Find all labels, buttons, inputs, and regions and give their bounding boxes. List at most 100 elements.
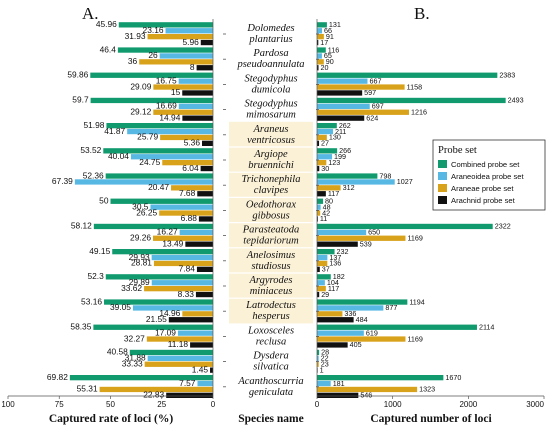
species-genus: Araneus bbox=[253, 124, 289, 135]
left-bar-value: 31.88 bbox=[125, 353, 146, 363]
right-bar-araneae-probe-set bbox=[317, 160, 327, 166]
left-bar-value: 29.09 bbox=[130, 81, 151, 91]
legend-box bbox=[432, 139, 546, 211]
left-bar-arachnid-probe-set bbox=[198, 216, 213, 222]
right-bar-araneoidea-probe-set bbox=[317, 179, 395, 185]
right-bar-arachnid-probe-set bbox=[317, 266, 320, 272]
species-genus: Dysdera bbox=[252, 351, 289, 362]
left-bar-araneae-probe-set bbox=[153, 84, 213, 90]
right-bar-araneoidea-probe-set bbox=[317, 280, 325, 286]
left-bar-araneae-probe-set bbox=[99, 386, 213, 393]
right-bar-value: 798 bbox=[379, 171, 391, 180]
left-bar-arachnid-probe-set bbox=[202, 140, 213, 146]
left-bar-value: 29.12 bbox=[130, 107, 151, 117]
right-bar-value: 619 bbox=[366, 328, 378, 337]
right-bar-arachnid-probe-set bbox=[317, 65, 319, 71]
right-bar-value: 1 bbox=[320, 365, 324, 374]
right-bar-value: 91 bbox=[326, 32, 334, 41]
left-bar-araneoidea-probe-set bbox=[74, 179, 214, 185]
right-axis-title: Captured number of loci bbox=[370, 413, 492, 425]
left-bar-value: 16.27 bbox=[157, 227, 178, 237]
left-bar-araneae-probe-set bbox=[144, 361, 213, 367]
right-bar-value: 1323 bbox=[419, 385, 435, 394]
species-epithet: tepidariorum bbox=[243, 236, 299, 247]
right-bar-value: 116 bbox=[328, 45, 339, 54]
left-bar-araneae-probe-set bbox=[153, 235, 213, 241]
right-bar-araneoidea-probe-set bbox=[317, 154, 333, 160]
right-bar-arachnid-probe-set bbox=[317, 241, 358, 247]
right-bar-arachnid-probe-set bbox=[317, 191, 326, 197]
left-bar-combined-probe-set bbox=[117, 47, 213, 53]
right-bar-value: 336 bbox=[344, 309, 356, 318]
left-bar-value: 5.96 bbox=[182, 37, 199, 47]
right-bar-araneoidea-probe-set bbox=[317, 103, 370, 109]
right-bar-arachnid-probe-set bbox=[317, 90, 363, 96]
right-bar-combined-probe-set bbox=[317, 299, 408, 305]
left-bar-araneae-probe-set bbox=[171, 185, 213, 191]
left-bar-araneae-probe-set bbox=[139, 59, 213, 65]
left-bar-value: 20.47 bbox=[148, 182, 169, 192]
right-axis-tick-label: 1000 bbox=[384, 400, 402, 409]
right-bar-combined-probe-set bbox=[317, 198, 324, 204]
right-bar-value: 232 bbox=[337, 247, 349, 256]
left-bar-combined-probe-set bbox=[69, 375, 213, 381]
right-bar-value: 697 bbox=[372, 102, 384, 111]
left-bar-value: 16.75 bbox=[156, 75, 177, 85]
right-bar-value: 66 bbox=[324, 26, 332, 35]
left-bar-value: 32.27 bbox=[124, 333, 145, 343]
right-bar-araneae-probe-set bbox=[317, 34, 324, 40]
right-bar-araneoidea-probe-set bbox=[317, 305, 384, 311]
right-bar-value: 80 bbox=[325, 197, 333, 206]
legend-entry: Combined probe set bbox=[451, 160, 520, 169]
left-bar-value: 7.68 bbox=[179, 188, 196, 198]
left-bar-combined-probe-set bbox=[103, 148, 213, 154]
right-bar-value: 131 bbox=[329, 20, 341, 29]
left-bar-araneoidea-probe-set bbox=[197, 380, 213, 387]
left-bar-arachnid-probe-set bbox=[210, 367, 213, 373]
right-bar-araneae-probe-set bbox=[317, 210, 321, 216]
left-bar-value: 40.04 bbox=[108, 151, 129, 161]
right-bar-value: 181 bbox=[333, 379, 345, 388]
left-bar-value: 14.94 bbox=[159, 112, 180, 122]
left-bar-value: 26.25 bbox=[136, 207, 157, 217]
right-bar-value: 11 bbox=[320, 214, 327, 223]
left-bar-araneoidea-probe-set bbox=[165, 28, 213, 34]
left-bar-arachnid-probe-set bbox=[197, 191, 213, 197]
right-bar-value: 42 bbox=[322, 208, 330, 217]
left-bar-combined-probe-set bbox=[93, 223, 213, 230]
left-bar-araneae-probe-set bbox=[144, 286, 213, 292]
left-bar-arachnid-probe-set bbox=[195, 291, 213, 298]
left-bar-combined-probe-set bbox=[90, 72, 213, 78]
right-bar-arachnid-probe-set bbox=[317, 392, 359, 398]
right-bar-araneoidea-probe-set bbox=[317, 229, 367, 235]
right-bar-araneoidea-probe-set bbox=[317, 204, 321, 210]
right-bar-value: 1194 bbox=[409, 297, 424, 306]
right-bar-value: 1670 bbox=[445, 373, 461, 382]
right-axis-tick-label: 3000 bbox=[526, 400, 544, 409]
legend-entry: Araneae probe set bbox=[451, 184, 514, 193]
right-bar-combined-probe-set bbox=[317, 47, 326, 53]
species-epithet: hesperus bbox=[252, 311, 289, 322]
species-genus: Latrodectus bbox=[245, 300, 296, 311]
right-bar-value: 539 bbox=[360, 239, 372, 248]
left-bar-value: 15 bbox=[171, 87, 181, 97]
left-bar-combined-probe-set bbox=[112, 249, 213, 255]
species-epithet: clavipes bbox=[254, 185, 288, 196]
left-axis-tick-label: 100 bbox=[1, 400, 15, 409]
species-genus: Argyrodes bbox=[249, 275, 293, 286]
right-bar-combined-probe-set bbox=[317, 22, 327, 28]
left-bar-value: 52.36 bbox=[83, 170, 104, 180]
left-bar-value: 28.81 bbox=[131, 258, 152, 268]
species-genus: Dolomedes bbox=[246, 23, 294, 34]
right-bar-value: 29 bbox=[321, 290, 329, 299]
left-bar-arachnid-probe-set bbox=[196, 266, 213, 272]
left-bar-value: 6.04 bbox=[182, 163, 199, 173]
right-bar-araneae-probe-set bbox=[317, 185, 341, 191]
right-bar-value: 2383 bbox=[499, 71, 515, 80]
right-bar-combined-probe-set bbox=[317, 274, 331, 280]
right-bar-arachnid-probe-set bbox=[317, 291, 320, 298]
right-bar-combined-probe-set bbox=[317, 375, 444, 381]
species-genus: Loxosceles bbox=[247, 325, 294, 336]
legend-swatch bbox=[438, 184, 447, 192]
